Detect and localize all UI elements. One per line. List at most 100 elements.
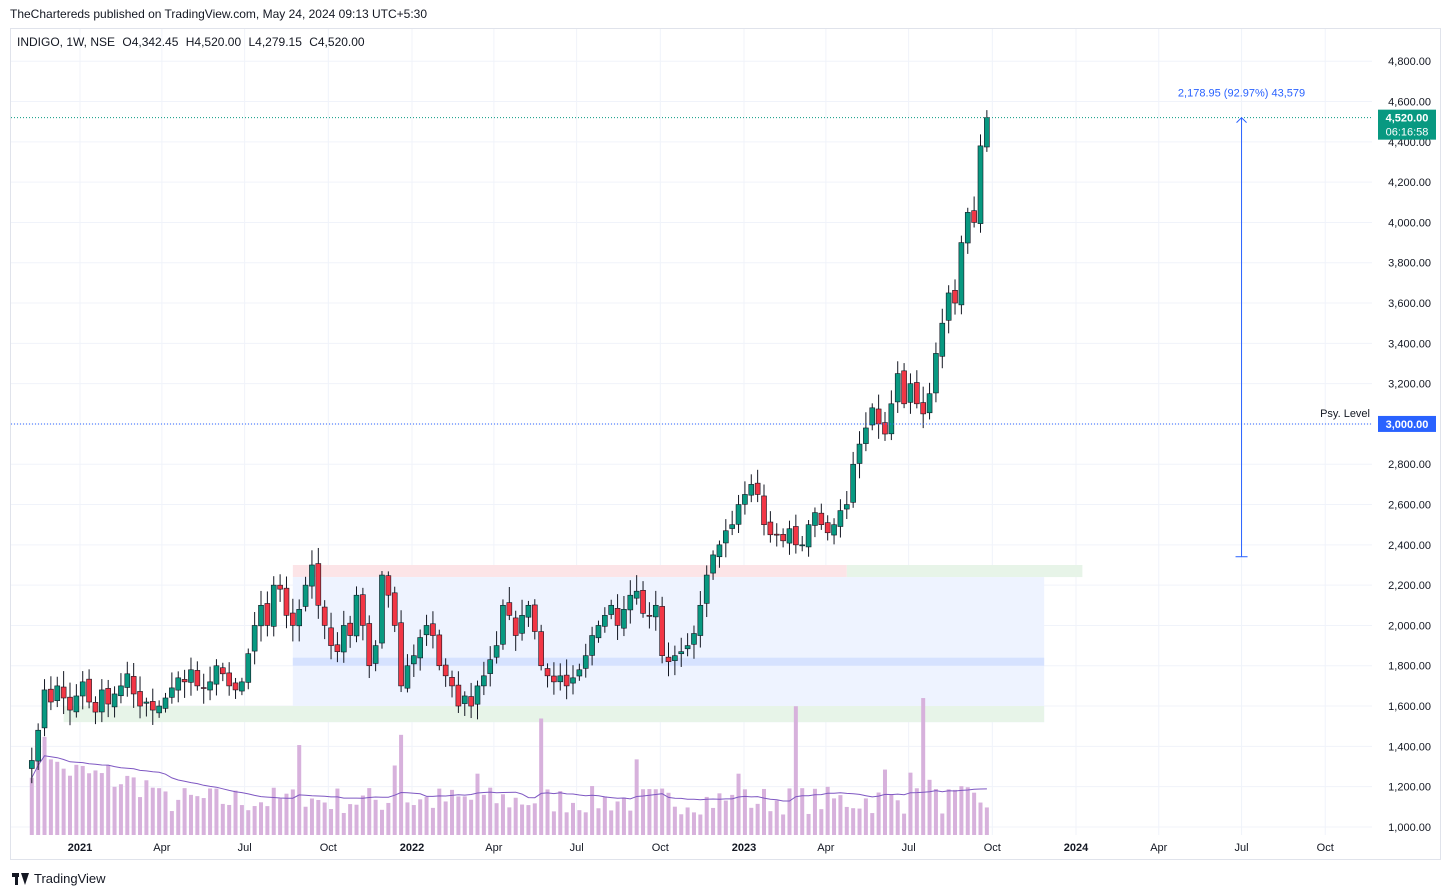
candle-body — [73, 695, 80, 713]
zone-box — [292, 564, 847, 578]
y-tick-label: 1,600.00 — [1388, 701, 1431, 713]
volume-bar — [520, 804, 525, 835]
candle-body — [576, 669, 583, 677]
candle-body — [602, 615, 608, 627]
volume-bar — [781, 814, 786, 835]
candle-body — [684, 645, 691, 650]
volume-bar — [755, 803, 760, 835]
candle-body — [531, 604, 538, 632]
candle-body — [290, 612, 296, 626]
candle-body — [130, 676, 137, 695]
y-tick-label: 1,000.00 — [1388, 822, 1431, 834]
candle-body — [971, 210, 977, 223]
candle-body — [67, 696, 73, 711]
x-tick-label: 2023 — [732, 842, 756, 854]
volume-bar — [711, 807, 716, 835]
candle-body — [939, 322, 946, 357]
candle-body — [181, 679, 188, 683]
y-tick-label: 4,200.00 — [1388, 177, 1431, 189]
candle-body — [118, 685, 124, 697]
symbol-legend: INDIGO, 1W, NSE O4,342.45 H4,520.00 L4,2… — [17, 35, 369, 49]
candle-body — [882, 422, 888, 435]
y-tick-label: 4,600.00 — [1388, 97, 1431, 109]
volume-bar — [513, 797, 518, 835]
volume-bar — [61, 768, 66, 835]
volume-bar — [481, 794, 486, 835]
volume-bar — [851, 808, 856, 835]
candle-body — [735, 504, 742, 525]
low-value: L4,279.15 — [248, 35, 302, 49]
candle-body — [277, 584, 283, 590]
publisher-caption: TheChartereds published on TradingView.c… — [10, 7, 428, 21]
volume-bar — [405, 802, 410, 835]
candle-body — [391, 592, 398, 626]
volume-bar — [138, 797, 143, 835]
volume-bar — [290, 789, 295, 835]
candle-body — [143, 701, 150, 704]
volume-bar — [424, 796, 429, 835]
volume-bar — [188, 794, 193, 835]
volume-bar — [322, 802, 327, 835]
candle-body — [659, 606, 665, 656]
candle-body — [754, 482, 761, 495]
candle-body — [60, 686, 67, 699]
candle-body — [818, 512, 825, 525]
x-tick-label: Jul — [570, 842, 584, 854]
volume-bar — [379, 809, 384, 835]
volume-bar — [239, 805, 244, 835]
volume-bar — [55, 761, 60, 835]
candle-body — [582, 655, 589, 669]
volume-bar — [67, 775, 72, 835]
candle-body — [506, 602, 513, 616]
volume-bar — [742, 789, 747, 835]
y-tick-label: 4,800.00 — [1388, 56, 1431, 68]
volume-bar — [545, 789, 550, 835]
candle-body — [926, 393, 933, 414]
volume-bar — [259, 802, 264, 835]
volume-bar — [940, 813, 945, 835]
x-tick-label: 2021 — [68, 842, 92, 854]
high-value: H4,520.00 — [185, 35, 242, 49]
volume-bar — [303, 806, 308, 835]
candle-body — [461, 695, 468, 704]
candle-body — [487, 659, 494, 674]
candle-body — [691, 633, 697, 645]
candle-body — [964, 212, 971, 244]
candle-body — [213, 665, 220, 685]
volume-bar — [946, 789, 951, 835]
volume-bar — [972, 792, 977, 835]
x-tick-label: Apr — [1150, 842, 1167, 854]
y-tick-label: 3,200.00 — [1388, 379, 1431, 391]
volume-bar — [590, 786, 595, 835]
candle-body — [404, 665, 411, 689]
volume-bar — [80, 765, 85, 835]
volume-bar — [774, 800, 779, 835]
candle-body — [799, 544, 806, 547]
brand-footer[interactable]: TradingView — [12, 871, 106, 886]
candle-body — [340, 625, 347, 653]
volume-bar — [469, 799, 474, 835]
y-tick-label: 1,800.00 — [1388, 661, 1431, 673]
volume-bar — [953, 789, 958, 835]
x-tick-label: Oct — [1317, 842, 1334, 854]
volume-bar — [443, 801, 448, 835]
volume-bar — [144, 780, 149, 835]
candle-body — [901, 370, 907, 405]
volume-bar — [176, 799, 181, 835]
y-tick-label: 2,600.00 — [1388, 500, 1431, 512]
candle-body — [672, 655, 678, 661]
volume-bar — [736, 773, 741, 835]
symbol-name[interactable]: INDIGO, 1W, NSE — [17, 35, 116, 49]
volume-bar — [87, 773, 92, 835]
volume-bar — [819, 809, 824, 835]
volume-bar — [125, 775, 130, 835]
candle-body — [608, 604, 615, 615]
candle-body — [856, 443, 863, 464]
candle-body — [175, 677, 182, 691]
volume-bar — [908, 772, 913, 835]
y-tick-label: 3,800.00 — [1388, 258, 1431, 270]
y-tick-label: 3,400.00 — [1388, 338, 1431, 350]
candle-body — [551, 675, 557, 683]
y-tick-label: 2,400.00 — [1388, 540, 1431, 552]
